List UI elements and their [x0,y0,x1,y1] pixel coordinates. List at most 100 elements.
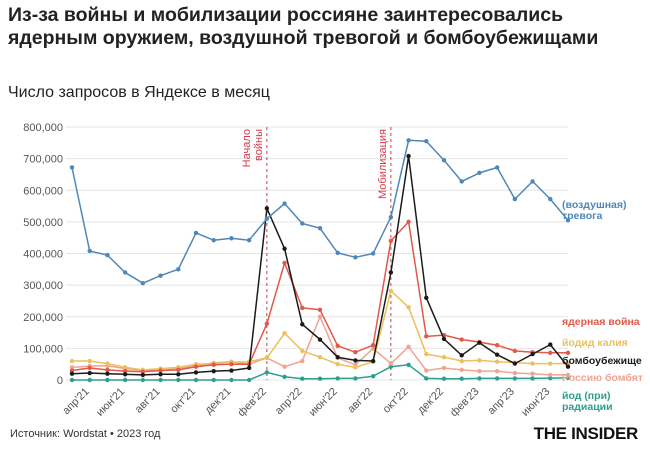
data-point [353,376,358,381]
data-point [69,358,75,364]
x-tick-label: дек'22 [415,386,446,417]
y-tick-label: 100,000 [23,343,63,355]
data-point [406,344,411,349]
data-point [105,252,110,258]
data-point [459,353,464,358]
grid [66,126,568,381]
data-point [530,371,535,376]
source-note: Источник: Wordstat • 2023 год [10,428,161,440]
data-point [122,368,128,374]
data-point [512,370,518,376]
data-point [300,348,305,354]
data-point [459,337,464,342]
y-tick-label: 700,000 [23,154,63,166]
data-point [441,355,447,360]
data-point [87,358,92,364]
series-label-line: радиации [562,401,613,413]
data-point [229,377,234,383]
x-tick-label: дек'21 [203,386,234,417]
event-label-line: Мобилизация [377,129,389,199]
data-point [370,346,376,351]
data-point [176,372,181,377]
data-point [388,361,394,366]
data-point [477,368,482,374]
data-point [459,179,464,184]
brand-logo: THE INSIDER [533,424,639,443]
y-tick-label: 600,000 [23,185,63,197]
data-point [477,358,482,363]
series-lines [69,138,571,383]
data-point [176,377,181,383]
event-label-line: Начало [241,129,253,167]
data-point [105,371,110,376]
y-tick-label: 500,000 [23,217,63,229]
data-point [459,376,464,381]
series-label: ядерная война [562,316,640,328]
data-point [335,376,340,381]
y-tick-label: 200,000 [23,312,63,324]
data-point [424,368,429,373]
x-tick-label: июн'21 [94,386,127,419]
data-point [300,376,305,381]
y-tick-label: 300,000 [23,280,63,292]
data-point [406,219,411,225]
data-point [69,377,75,383]
data-point [424,351,429,357]
data-point [494,359,500,364]
data-point [140,377,146,383]
x-tick-label: апр'23 [485,386,516,417]
data-point [441,158,447,163]
data-point [105,377,110,383]
series-label-line: йод (при) [562,390,611,402]
data-point [335,250,340,256]
data-point [335,343,340,349]
series-label-line: йодид калия [562,337,628,349]
data-point [370,343,376,348]
event-label: Мобилизация [377,129,389,199]
data-point [282,330,287,336]
data-point [441,365,447,371]
page-title: Из-за войны и мобилизации россияне заинт… [8,4,599,49]
data-point [300,221,305,226]
series-line [71,316,568,376]
data-point [548,372,553,378]
data-point [548,375,553,381]
series-line [71,221,568,373]
data-point [282,364,287,369]
data-point [246,377,252,383]
data-point [69,165,75,170]
y-axis-ticks: 0 100,000 200,000 300,000 400,000 500,000 600,… [23,122,63,387]
data-point [459,367,464,373]
series-label: йодид калия [562,337,628,349]
data-point [548,361,553,366]
x-tick-label: авг'21 [133,386,163,416]
data-point [388,364,394,369]
series-line [71,155,569,376]
data-point [264,321,270,326]
data-point [494,376,500,381]
chart-subtitle: Число запросов в Яндексе в месяц [8,84,270,101]
x-tick-label: июн'22 [307,386,340,419]
data-point [565,364,571,369]
data-point [211,362,216,368]
data-point [264,370,270,375]
data-point [353,349,358,355]
data-point [512,376,518,381]
data-point [424,334,429,339]
data-point [335,361,340,367]
data-point [105,367,110,373]
data-point [512,348,518,354]
data-point [459,358,464,364]
data-point [229,368,234,373]
series-line [71,139,569,284]
data-point [370,358,376,364]
data-point [87,248,92,254]
x-tick-label: фев'23 [448,386,481,419]
data-point [317,226,323,231]
data-point [69,371,75,376]
x-axis-ticks: апр'21 июн'21 авг'21 окт'21 дек'21 фев'22 апр'… [60,386,552,419]
data-point [69,365,75,370]
data-point [317,376,323,381]
data-point [87,370,92,376]
data-point [300,322,305,327]
